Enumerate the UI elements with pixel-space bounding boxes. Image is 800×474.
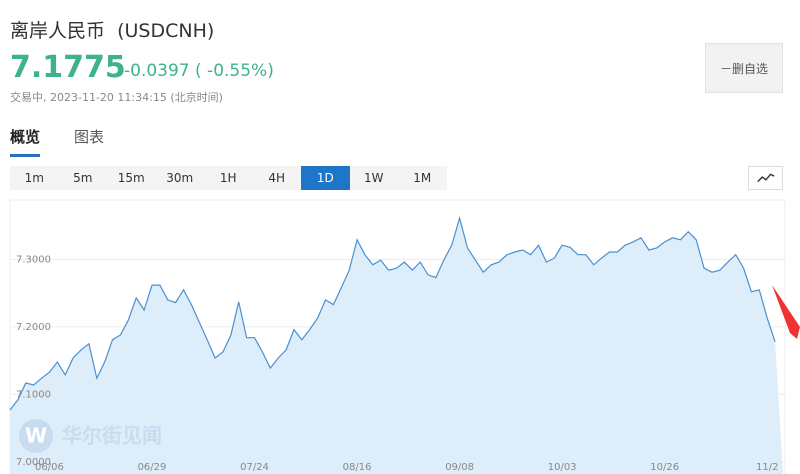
title: 离岸人民币 (USDCNH) [10, 20, 215, 42]
price: 7.1775 [10, 50, 126, 85]
chart-type-button[interactable] [748, 166, 783, 190]
trade-status: 交易中, 2023-11-20 11:34:15 (北京时间) [10, 91, 223, 104]
x-tick-label: 11/2 [756, 462, 778, 473]
x-tick-label: 08/16 [343, 462, 372, 473]
tab[interactable]: 图表 [74, 128, 105, 146]
timeframe-button[interactable]: 15m [117, 171, 145, 185]
x-tick-label: 06/29 [138, 462, 167, 473]
timeframe-bar: 1m 5m 15m 30m 1H 4H 1D 1W 1M [10, 166, 447, 190]
chart: W 华尔街见闻 7.0000 7.1000 7.2000 7.3000 06/06 06/… [9, 199, 800, 474]
timeframe-button[interactable]: 1D [301, 166, 350, 190]
y-tick-label: 7.1000 [16, 389, 51, 400]
x-tick-label: 10/03 [548, 462, 577, 473]
x-tick-label: 07/24 [240, 462, 269, 473]
timeframe-button[interactable]: 1W [364, 171, 384, 185]
timeframe-button[interactable]: 1m [24, 171, 44, 185]
x-tick-label: 10/26 [650, 462, 679, 473]
watermark-text: 华尔街见闻 [62, 424, 162, 448]
timeframe-button[interactable]: 5m [73, 171, 93, 185]
price-change: -0.0397 ( -0.55%) [124, 61, 274, 81]
line [9, 215, 776, 411]
timeframe-button[interactable]: 30m [166, 171, 194, 185]
timeframe-button[interactable]: 4H [268, 171, 286, 185]
watermark: W 华尔街见闻 [19, 419, 162, 453]
area-fill [10, 218, 783, 474]
timeframe-button[interactable]: 1M [413, 171, 432, 185]
timeframe-button[interactable]: 1H [219, 171, 237, 185]
svg-text:W: W [25, 424, 47, 448]
y-tick-label: 7.3000 [16, 254, 51, 265]
x-tick-label: 09/08 [445, 462, 474, 473]
x-tick-label: 06/06 [35, 462, 64, 473]
trend-arrow [772, 285, 800, 339]
tabs: 概览 图表 [10, 126, 104, 157]
tab[interactable]: 概览 [10, 126, 41, 157]
y-tick-label: 7.2000 [16, 322, 51, 333]
y-tick-label: 7.0000 [16, 457, 51, 468]
watchlist-button[interactable]: －删自选 [705, 43, 783, 93]
